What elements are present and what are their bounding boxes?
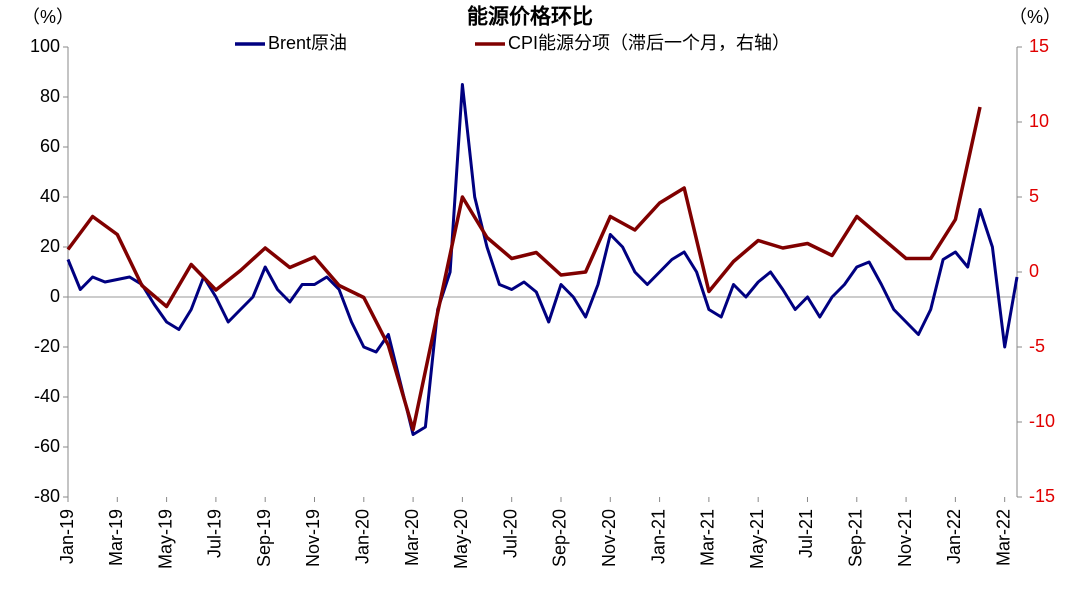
x-tick-label: Sep-20	[550, 509, 570, 567]
x-tick-label: Sep-21	[846, 509, 866, 567]
x-tick-label: Sep-19	[254, 509, 274, 567]
y-tick-label: -60	[34, 436, 60, 456]
y-tick-label: 20	[40, 236, 60, 256]
x-tick-label: Mar-21	[698, 509, 718, 566]
x-tick-label: Mar-22	[993, 509, 1013, 566]
y2-tick-label: -5	[1029, 336, 1045, 356]
x-tick-label: Nov-19	[303, 509, 323, 567]
x-tick-label: Mar-19	[106, 509, 126, 566]
y-tick-label: -80	[34, 486, 60, 506]
x-tick-label: Jul-21	[796, 509, 816, 558]
y2-tick-label: -15	[1029, 486, 1055, 506]
x-tick-label: Jan-22	[944, 509, 964, 564]
y2-tick-label: 0	[1029, 261, 1039, 281]
x-tick-label: May-21	[747, 509, 767, 569]
x-tick-label: Jul-20	[500, 509, 520, 558]
chart-title: 能源价格环比	[467, 5, 593, 29]
x-tick-label: May-19	[155, 509, 175, 569]
y-tick-label: -40	[34, 386, 60, 406]
legend-label: CPI能源分项（滞后一个月，右轴）	[508, 33, 790, 53]
x-tick-label: Jan-19	[57, 509, 77, 564]
y-tick-label: -20	[34, 336, 60, 356]
y-axis-unit: （%）	[22, 7, 74, 27]
y-tick-label: 100	[30, 36, 60, 56]
y-tick-label: 80	[40, 86, 60, 106]
y-tick-label: 0	[50, 286, 60, 306]
series-line	[66, 106, 982, 432]
y-tick-label: 60	[40, 136, 60, 156]
x-tick-label: May-20	[451, 509, 471, 569]
x-tick-label: Jan-20	[353, 509, 373, 564]
x-tick-label: Nov-20	[599, 509, 619, 567]
x-tick-label: Mar-20	[402, 509, 422, 566]
y2-tick-label: 10	[1029, 111, 1049, 131]
x-tick-label: Nov-21	[895, 509, 915, 567]
y2-tick-label: 5	[1029, 186, 1039, 206]
x-tick-label: Jan-21	[648, 509, 668, 564]
y2-axis-unit: （%）	[1009, 7, 1061, 27]
x-tick-label: Jul-19	[205, 509, 225, 558]
series-line	[66, 83, 1019, 436]
y2-tick-label: 15	[1029, 36, 1049, 56]
y2-tick-label: -10	[1029, 411, 1055, 431]
legend-label: Brent原油	[268, 33, 347, 53]
y-tick-label: 40	[40, 186, 60, 206]
